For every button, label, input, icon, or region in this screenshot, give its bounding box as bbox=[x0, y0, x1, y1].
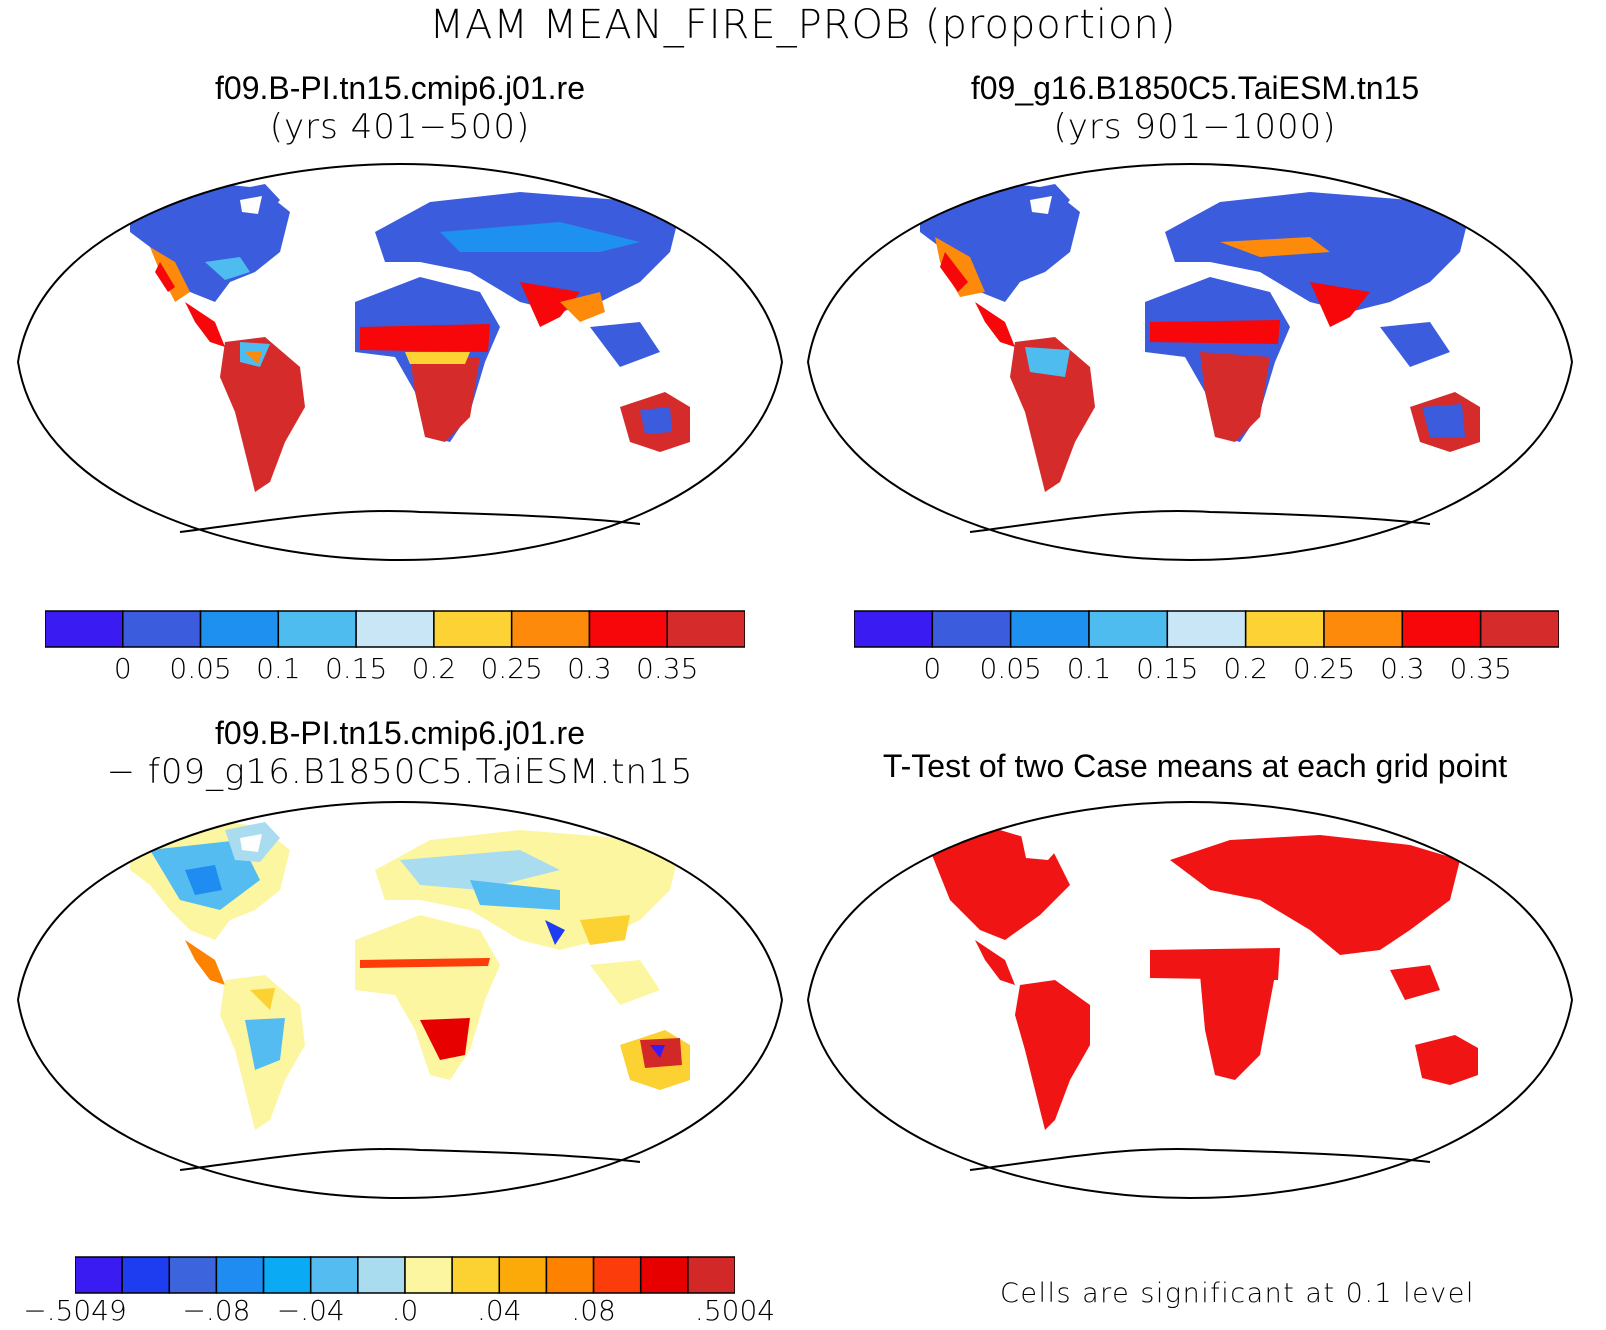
colorbar-swatch bbox=[433, 610, 513, 648]
colorbar-swatch bbox=[1166, 610, 1247, 648]
colorbar-tick-label: 0.05 bbox=[169, 652, 232, 685]
colorbar-swatch bbox=[1009, 610, 1090, 648]
fire-prob-field-case1 bbox=[130, 182, 690, 492]
colorbar-swatch bbox=[510, 610, 591, 648]
colorbar-tick-label: 0.15 bbox=[324, 652, 388, 685]
colorbar-swatch bbox=[931, 610, 1012, 648]
colorbar-tick-label: 0.3 bbox=[567, 652, 612, 685]
colorbar-swatch bbox=[1401, 610, 1482, 648]
colorbar-swatch bbox=[355, 610, 435, 648]
map-case1 bbox=[16, 162, 784, 562]
colorbar-swatch bbox=[309, 1256, 359, 1294]
colorbar-tick-label: 0.1 bbox=[256, 652, 301, 685]
colorbar-difference-labels: −.5049 −.08 −.04 .0 .04 .08 .5004 bbox=[23, 1294, 775, 1330]
colorbar-tick-label: .0 bbox=[391, 1294, 419, 1327]
antarctica-coast bbox=[969, 1148, 1431, 1171]
colorbar-swatch bbox=[1244, 610, 1325, 648]
colorbar-swatch bbox=[168, 1256, 218, 1294]
panel-title-top-right: f09_g16.B1850C5.TaiESM.tn15 (yrs 901−100… bbox=[790, 70, 1600, 147]
colorbar-difference bbox=[75, 1256, 735, 1294]
colorbar-tick-label: 0.05 bbox=[979, 652, 1042, 685]
panel-title-bottom-right: T-Test of two Case means at each grid po… bbox=[790, 748, 1600, 785]
colorbar-tick-label: 0.15 bbox=[1136, 652, 1199, 685]
antarctica-coast bbox=[179, 510, 641, 533]
colorbar-tick-label: −.08 bbox=[182, 1294, 251, 1327]
colorbar-swatch bbox=[357, 1256, 406, 1294]
panel-title-bottom-left: f09.B-PI.tn15.cmip6.j01.re − f09_g16.B18… bbox=[0, 715, 800, 792]
ttest-title: T-Test of two Case means at each grid po… bbox=[882, 748, 1508, 784]
case1-name: f09.B-PI.tn15.cmip6.j01.re bbox=[215, 70, 585, 106]
colorbar-tick-label: 0 bbox=[923, 652, 942, 685]
colorbar-swatch bbox=[199, 610, 280, 648]
colorbar-tick-label: 0.3 bbox=[1380, 652, 1425, 685]
colorbar-swatch bbox=[1323, 610, 1404, 648]
colorbar-tick-label: .04 bbox=[477, 1294, 522, 1327]
colorbar-tick-label: .08 bbox=[571, 1294, 616, 1327]
case2-name: f09_g16.B1850C5.TaiESM.tn15 bbox=[970, 70, 1420, 106]
globe-outline bbox=[16, 162, 784, 562]
colorbar-swatch bbox=[687, 1256, 735, 1294]
colorbar-tick-label: 0.1 bbox=[1066, 652, 1112, 685]
antarctica-coast bbox=[969, 510, 1431, 533]
colorbar-case2 bbox=[854, 610, 1559, 648]
colorbar-swatch bbox=[639, 1256, 689, 1294]
colorbar-tick-label: 0.2 bbox=[411, 652, 457, 685]
colorbar-swatch bbox=[75, 1256, 123, 1294]
fire-prob-field-case2 bbox=[920, 182, 1480, 492]
colorbar-swatch bbox=[122, 610, 202, 648]
globe-outline bbox=[16, 800, 784, 1200]
map-ttest bbox=[806, 800, 1574, 1200]
map-difference bbox=[16, 800, 784, 1200]
diff-case2-name: − f09_g16.B1850C5.TaiESM.tn15 bbox=[106, 752, 694, 792]
diff-case1-name: f09.B-PI.tn15.cmip6.j01.re bbox=[215, 715, 585, 751]
colorbar-case2-labels: 0 0.05 0.1 0.15 0.2 0.25 0.3 0.35 bbox=[854, 652, 1559, 688]
colorbar-tick-label: −.04 bbox=[276, 1294, 345, 1327]
colorbar-case1-labels: 0 0.05 0.1 0.15 0.2 0.25 0.3 0.35 bbox=[45, 652, 745, 688]
colorbar-swatch bbox=[451, 1256, 501, 1294]
colorbar-swatch bbox=[404, 1256, 453, 1294]
colorbar-swatch bbox=[1088, 610, 1169, 648]
colorbar-tick-label: 0.25 bbox=[1292, 652, 1356, 685]
colorbar-tick-label: 0.25 bbox=[480, 652, 543, 685]
colorbar-tick-label: 0.2 bbox=[1223, 652, 1268, 685]
panel-title-top-left: f09.B-PI.tn15.cmip6.j01.re (yrs 401−500) bbox=[0, 70, 800, 147]
colorbar-swatch bbox=[854, 610, 934, 648]
antarctica-coast bbox=[179, 1148, 641, 1171]
colorbar-swatch bbox=[1479, 610, 1559, 648]
colorbar-swatch bbox=[592, 1256, 642, 1294]
colorbar-tick-label: .5004 bbox=[694, 1294, 776, 1327]
colorbar-swatch bbox=[666, 610, 745, 648]
significance-note: Cells are significant at 0.1 level bbox=[1000, 1278, 1475, 1309]
difference-field bbox=[130, 820, 690, 1130]
colorbar-tick-label: 0.35 bbox=[1449, 652, 1512, 685]
colorbar-swatch bbox=[262, 1256, 312, 1294]
globe-outline bbox=[806, 800, 1574, 1200]
case1-years: (yrs 401−500) bbox=[269, 107, 531, 147]
globe-outline bbox=[806, 162, 1574, 562]
colorbar-swatch bbox=[45, 610, 124, 648]
significance-field bbox=[930, 824, 1478, 1130]
colorbar-tick-label: −.5049 bbox=[23, 1294, 127, 1327]
case2-years: (yrs 901−1000) bbox=[1053, 107, 1337, 147]
colorbar-swatch bbox=[277, 610, 357, 648]
colorbar-tick-label: 0 bbox=[113, 652, 132, 685]
colorbar-swatch bbox=[545, 1256, 595, 1294]
colorbar-swatch bbox=[588, 610, 668, 648]
figure-title: MAM MEAN_FIRE_PROB (proportion) bbox=[429, 2, 1177, 48]
colorbar-case1 bbox=[45, 610, 745, 648]
colorbar-swatch bbox=[498, 1256, 548, 1294]
colorbar-swatch bbox=[121, 1256, 171, 1294]
colorbar-tick-label: 0.35 bbox=[636, 652, 699, 685]
colorbar-swatch bbox=[215, 1256, 265, 1294]
map-case2 bbox=[806, 162, 1574, 562]
